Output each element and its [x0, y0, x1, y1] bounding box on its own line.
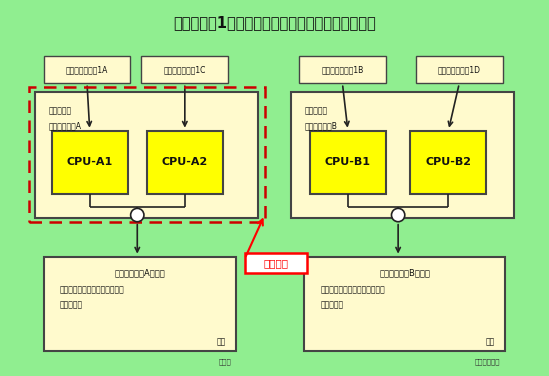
Text: CPU-B1: CPU-B1 [325, 157, 371, 167]
Text: 海水ポンプ: 海水ポンプ [321, 300, 344, 309]
Text: 安全防護系: 安全防護系 [304, 106, 328, 115]
Ellipse shape [131, 208, 144, 222]
Bar [291, 92, 514, 218]
Bar [29, 87, 265, 222]
Text: 運転中: 運転中 [219, 358, 231, 365]
Bar [299, 56, 386, 83]
Bar [147, 130, 223, 194]
Bar [304, 256, 506, 351]
Text: CPU-A1: CPU-A1 [66, 157, 113, 167]
Bar [416, 56, 503, 83]
Text: （中央制御室非常用給気ファン: （中央制御室非常用給気ファン [321, 285, 385, 294]
Text: 伊方発電所1号機　安全防護系シーケンス盤概略図: 伊方発電所1号機 安全防護系シーケンス盤概略図 [173, 16, 376, 31]
Bar [43, 56, 131, 83]
Text: 安全系補機（A系統）: 安全系補機（A系統） [115, 269, 165, 278]
Bar [35, 92, 258, 218]
Text: CPU-A2: CPU-A2 [162, 157, 208, 167]
Text: 安全系補機（B系統）: 安全系補機（B系統） [379, 269, 430, 278]
Ellipse shape [391, 208, 405, 222]
Text: 当該箇所: 当該箇所 [264, 258, 288, 268]
Bar [310, 130, 386, 194]
Text: シーケンス盤B: シーケンス盤B [304, 121, 337, 130]
Bar [410, 130, 486, 194]
Text: 海水ポンプ: 海水ポンプ [60, 300, 83, 309]
Text: など: など [216, 337, 226, 346]
Text: 計装用電源装置1A: 計装用電源装置1A [66, 65, 108, 74]
Text: CPU-B2: CPU-B2 [425, 157, 472, 167]
Text: シーケンス盤A: シーケンス盤A [49, 121, 82, 130]
Bar [52, 130, 128, 194]
Bar [141, 56, 228, 83]
Text: （中央制御室非常用給気ファン: （中央制御室非常用給気ファン [60, 285, 125, 294]
Bar [43, 256, 237, 351]
Text: 計装用電源装置1B: 計装用電源装置1B [321, 65, 363, 74]
Text: 安全防護系: 安全防護系 [49, 106, 72, 115]
Text: 計装用電源装置1C: 計装用電源装置1C [164, 65, 206, 74]
Bar [245, 253, 307, 273]
Text: 計装用電源装置1D: 計装用電源装置1D [438, 65, 481, 74]
Text: 定検で隔離中: 定検で隔離中 [474, 358, 500, 365]
Text: など: など [485, 337, 495, 346]
